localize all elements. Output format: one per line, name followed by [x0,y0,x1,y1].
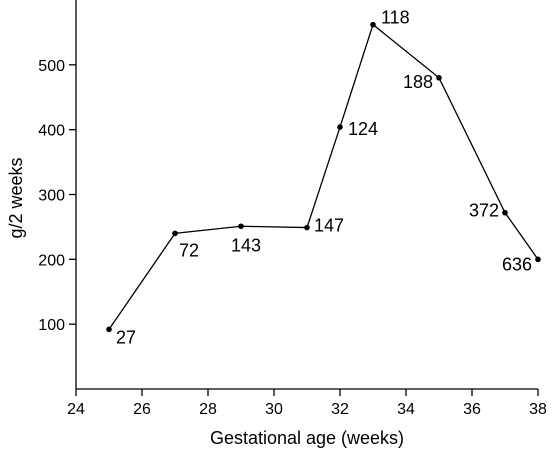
data-point [304,224,310,231]
x-tick-label: 38 [529,401,547,418]
axes [75,0,538,390]
data-label: 188 [403,72,433,92]
series: 27 72 143 147 124 118 188 372 636 [106,8,541,347]
data-label: 27 [116,327,136,347]
data-point [238,223,244,230]
x-tick-label: 26 [133,401,151,418]
x-tick-label: 36 [463,401,481,418]
x-tick-label: 30 [265,401,283,418]
y-ticks: 100 200 300 400 500 [38,58,76,334]
x-tick-label: 24 [67,401,85,418]
y-tick-label: 200 [38,252,65,269]
x-ticks: 24 26 28 30 32 34 36 38 [67,389,547,418]
x-tick-label: 28 [199,401,217,418]
series-line [108,23,539,330]
y-tick-label: 100 [38,317,65,334]
y-tick-label: 500 [38,58,65,75]
data-point [106,326,112,333]
x-tick-label: 34 [397,401,415,418]
data-label: 372 [469,201,499,221]
y-axis-label: g/2 weeks [6,157,26,238]
data-label: 118 [381,8,410,28]
y-tick-label: 300 [38,188,65,205]
data-point [172,230,178,237]
data-point [436,75,442,81]
data-label: 72 [179,240,199,260]
data-label: 143 [231,235,261,255]
data-label: 147 [314,216,344,236]
x-axis-label: Gestational age (weeks) [210,428,404,448]
y-tick-label: 400 [38,123,65,140]
data-point [337,124,343,130]
data-label: 636 [502,254,532,274]
data-point [370,21,376,28]
data-point [502,209,508,216]
data-label: 124 [348,119,378,139]
x-tick-label: 32 [331,401,349,418]
data-point [535,256,541,263]
